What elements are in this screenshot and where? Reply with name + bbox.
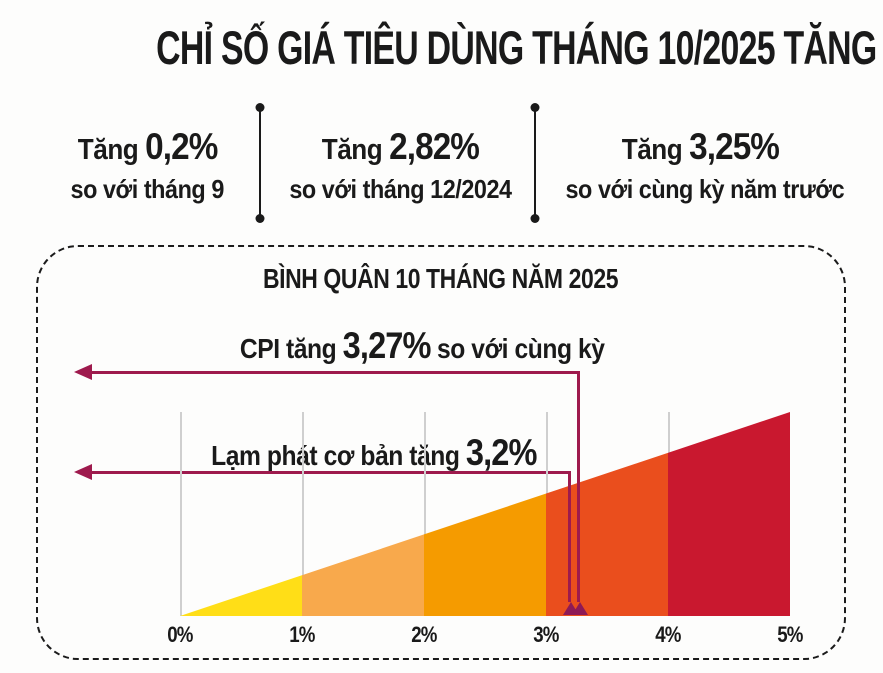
gridline-0pct [180, 412, 182, 616]
stat-caption: so với cùng kỳ năm trước [565, 174, 845, 204]
stat-caption: so với tháng 12/2024 [288, 174, 512, 204]
divider-dot [255, 214, 265, 223]
stat-vs-same-period: Tăng 3,25% so với cùng kỳ năm trước [550, 126, 850, 205]
x-tick-4pct: 4% [655, 622, 681, 647]
divider-dot [255, 103, 265, 112]
wedge-segment-3-4 [546, 412, 668, 616]
x-tick-1pct: 1% [289, 622, 315, 647]
stat-value: 3,25% [688, 126, 780, 167]
stat-divider [255, 103, 265, 223]
stat-value: 2,82% [388, 126, 480, 167]
core-inflation-callout-label: Lạm phát cơ bản tăng 3,2% [211, 432, 538, 473]
core-callout-line [90, 471, 571, 474]
x-tick-3pct: 3% [533, 622, 559, 647]
cpi-value: 3,27% [342, 325, 432, 366]
core-inflation-value: 3,2% [466, 432, 538, 473]
x-tick-5pct: 5% [777, 622, 803, 647]
cpi-callout-line [90, 371, 580, 374]
core-drop-line [568, 471, 571, 602]
stat-prefix: Tăng [321, 134, 382, 166]
panel-heading: BÌNH QUÂN 10 THÁNG NĂM 2025 [263, 263, 619, 294]
cpi-drop-line [577, 371, 580, 602]
stat-prefix: Tăng [621, 134, 682, 166]
stat-divider [530, 103, 540, 223]
gradient-wedge [180, 412, 790, 616]
gridline-2pct [424, 412, 426, 616]
page-title-text: CHỈ SỐ GIÁ TIÊU DÙNG THÁNG 10/2025 TĂNG … [156, 21, 883, 74]
stat-caption: so với tháng 9 [70, 174, 225, 204]
divider-dot [530, 103, 540, 112]
wedge-segment-0-1 [180, 412, 302, 616]
page-title: CHỈ SỐ GIÁ TIÊU DÙNG THÁNG 10/2025 TĂNG … [0, 20, 883, 76]
cpi-callout-label: CPI tăng 3,27% so với cùng kỳ [239, 325, 605, 366]
stat-value-line: Tăng 2,82% [275, 126, 525, 168]
wedge-segment-1-2 [302, 412, 424, 616]
average-10-months-panel: BÌNH QUÂN 10 THÁNG NĂM 2025 CPI tăng 3,2… [36, 245, 846, 660]
wedge-segment-2-3 [424, 412, 546, 616]
x-tick-0pct: 0% [167, 622, 193, 647]
stat-value: 0,2% [145, 126, 218, 167]
x-tick-2pct: 2% [411, 622, 437, 647]
wedge-segment-4-5 [668, 412, 790, 616]
divider-dot [530, 214, 540, 223]
gridline-1pct [302, 412, 304, 616]
stat-value-line: Tăng 0,2% [40, 126, 255, 168]
stat-value-line: Tăng 3,25% [550, 126, 850, 168]
stat-prefix: Tăng [77, 134, 139, 166]
stat-vs-december: Tăng 2,82% so với tháng 12/2024 [275, 126, 525, 205]
cpi-wedge-chart: 0% 1% 2% 3% 4% 5% [167, 412, 804, 647]
stat-vs-previous-month: Tăng 0,2% so với tháng 9 [40, 126, 255, 205]
